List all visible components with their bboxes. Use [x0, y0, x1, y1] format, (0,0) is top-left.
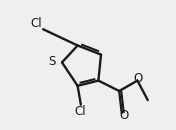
Text: Cl: Cl [74, 105, 86, 118]
Text: Cl: Cl [30, 17, 42, 30]
Text: S: S [48, 55, 55, 68]
Text: O: O [134, 72, 143, 85]
Text: O: O [119, 109, 128, 122]
